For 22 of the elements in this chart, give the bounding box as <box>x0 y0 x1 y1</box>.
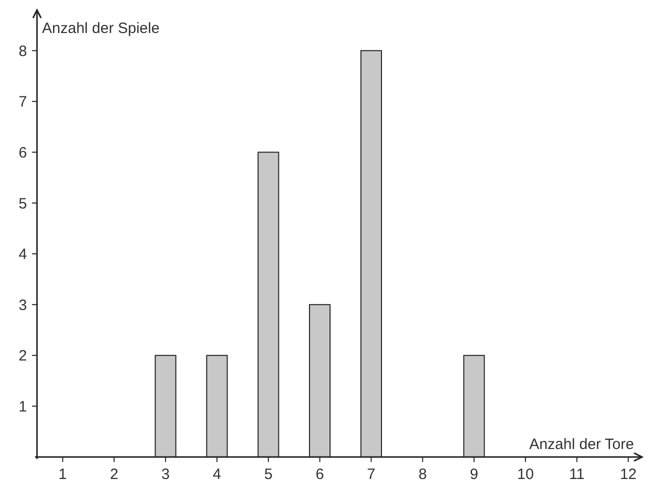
x-tick-label: 5 <box>264 466 273 483</box>
x-tick-label: 9 <box>470 466 478 483</box>
x-tick-label: 1 <box>58 466 67 483</box>
y-tick-label: 5 <box>18 195 27 212</box>
x-tick-label: 10 <box>517 466 534 483</box>
y-tick-label: 3 <box>18 296 27 314</box>
x-tick-label: 2 <box>110 466 118 483</box>
x-tick-label: 8 <box>418 466 427 483</box>
x-tick-label: 6 <box>316 466 324 483</box>
x-tick-label: 7 <box>367 466 376 483</box>
x-tick-label: 11 <box>569 466 585 483</box>
y-tick-label: 4 <box>18 246 27 264</box>
y-tick-label: 2 <box>18 348 27 365</box>
x-tick-label: 12 <box>620 466 637 483</box>
x-tick-label: 3 <box>161 466 170 483</box>
x-tick-label: 4 <box>212 466 222 483</box>
y-tick-label: 7 <box>18 94 27 111</box>
y-axis-title: Anzahl der Spiele <box>42 20 160 37</box>
y-tick-label: 6 <box>18 144 27 162</box>
y-tick-label: 8 <box>18 42 27 60</box>
y-tick-label: 1 <box>18 398 27 416</box>
x-axis-title: Anzahl der Tore <box>529 436 634 453</box>
